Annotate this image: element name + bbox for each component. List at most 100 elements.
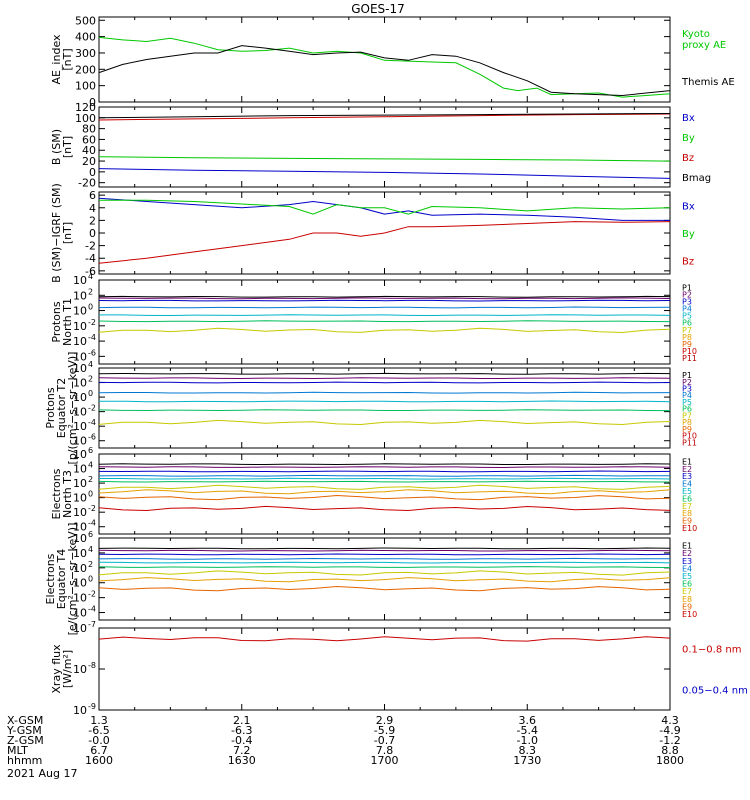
y-tick-exponent: 4 [88, 461, 93, 470]
series-line-e9 [98, 494, 671, 501]
legend-entry: P4 [682, 391, 692, 400]
legend-entry: P2 [682, 290, 692, 299]
y-tick-exponent: 2 [88, 475, 93, 484]
ephemeris-value: 6.7 [90, 744, 108, 757]
y-axis-label: [nT] [61, 136, 74, 158]
series-line-bx [98, 168, 671, 179]
legend-entry: 0.05−0.4 nm [682, 686, 748, 697]
legend-entry: P5 [682, 398, 692, 407]
series-line-themis-ae [98, 45, 671, 97]
legend-entry: E6 [682, 580, 692, 589]
y-tick-label: -6 [85, 265, 96, 278]
legend-entry: P9 [682, 425, 692, 434]
y-tick-label: 10 [73, 592, 87, 605]
series-line-e8 [98, 577, 671, 583]
series-line-p1 [98, 372, 671, 375]
ephemeris-value: 1800 [656, 754, 684, 767]
y-tick-label: 120 [75, 101, 96, 114]
y-tick-label: 10 [73, 320, 87, 333]
y-tick-exponent: 0 [88, 389, 93, 398]
series-line-e6 [98, 566, 671, 568]
y-axis-label: Protons [50, 301, 63, 342]
y-tick-label: -4 [85, 252, 96, 265]
y-tick-label: 10 [73, 463, 87, 476]
legend-entry: Bz [682, 153, 694, 164]
y-tick-exponent: -4 [88, 605, 96, 614]
y-tick-label: 10 [73, 289, 87, 302]
y-tick-label: 100 [75, 80, 96, 93]
series-line-p2 [98, 297, 671, 300]
series-line-e3 [98, 553, 671, 556]
y-tick-exponent: -6 [88, 433, 96, 442]
panel-frame [98, 627, 671, 711]
ephemeris-value: -0.0 [88, 734, 109, 747]
panel-frame [98, 279, 671, 365]
legend-entry: P4 [682, 305, 692, 314]
y-tick-label: -2 [85, 240, 96, 253]
y-axis-label: Xray flux [50, 644, 63, 694]
y-tick-label: 10 [73, 350, 87, 363]
y-tick-exponent: -9 [88, 702, 96, 711]
y-tick-label: 10 [73, 607, 87, 620]
ephemeris-row-label: hhmm [7, 754, 42, 767]
y-axis-label: Protons [44, 387, 57, 428]
series-line-by [98, 156, 671, 162]
ephemeris-value: -5.9 [374, 724, 395, 737]
y-tick-exponent: 2 [88, 375, 93, 384]
ephemeris-value: -5.4 [517, 724, 538, 737]
series-line-p4 [98, 306, 671, 309]
y-tick-exponent: -4 [88, 418, 96, 427]
y-tick-exponent: 4 [88, 272, 93, 281]
y-axis-label: B (SM)−IGRF (SM) [50, 183, 63, 283]
y-tick-exponent: 6 [88, 530, 93, 539]
legend-entry: P9 [682, 340, 692, 349]
series-line-bz [98, 221, 671, 264]
legend-entry: E2 [682, 549, 692, 558]
series-line-e7 [98, 570, 671, 576]
series-line-0-1-0-8-nm [98, 636, 671, 642]
series-line-p6 [98, 320, 671, 323]
ephemeris-value: 8.3 [519, 744, 537, 757]
y-tick-label: 10 [73, 274, 87, 287]
series-line-p7 [98, 419, 671, 426]
legend-entry: E7 [682, 502, 692, 511]
y-tick-label: 10 [73, 435, 87, 448]
ephemeris-value: 2.1 [233, 714, 251, 727]
y-tick-label: 0 [89, 96, 96, 109]
y-tick-label: 10 [73, 335, 87, 348]
ephemeris-value: 2.9 [376, 714, 394, 727]
legend-entry: E8 [682, 509, 692, 518]
series-line-bx [98, 197, 670, 221]
series-line-e4 [98, 474, 670, 477]
series-line-e4 [98, 557, 671, 560]
panel-frame [98, 16, 671, 103]
series-line-e8 [98, 489, 671, 495]
series-line-p5 [99, 314, 671, 317]
legend-entry: P7 [682, 411, 692, 420]
series-line-e9 [98, 585, 671, 592]
legend-entry: E3 [682, 472, 692, 481]
legend-entry: P10 [682, 347, 697, 356]
series-line-e6 [98, 480, 671, 483]
series-line-e1 [98, 547, 671, 550]
legend-entry: Bz [682, 256, 694, 267]
series-line-p5 [99, 400, 671, 403]
y-tick-label: 0 [89, 166, 96, 179]
ephemeris-value: 1630 [228, 754, 256, 767]
ephemeris-value: -4.9 [659, 724, 680, 737]
y-tick-exponent: -2 [88, 318, 96, 327]
y-tick-label: 10 [73, 406, 87, 419]
y-axis-label: [p/(cm²−s−sr−keV)] [66, 352, 79, 465]
y-tick-exponent: -2 [88, 504, 96, 513]
date-label: 2021 Aug 17 [7, 767, 77, 780]
series-line-p7 [98, 327, 671, 334]
y-tick-label: 10 [73, 532, 87, 545]
ephemeris-value: 8.8 [661, 744, 679, 757]
y-tick-exponent: -4 [88, 333, 96, 342]
panel-frame [98, 453, 671, 535]
ephemeris-value: 7.8 [376, 744, 394, 757]
y-axis-label: B (SM) [50, 129, 63, 165]
